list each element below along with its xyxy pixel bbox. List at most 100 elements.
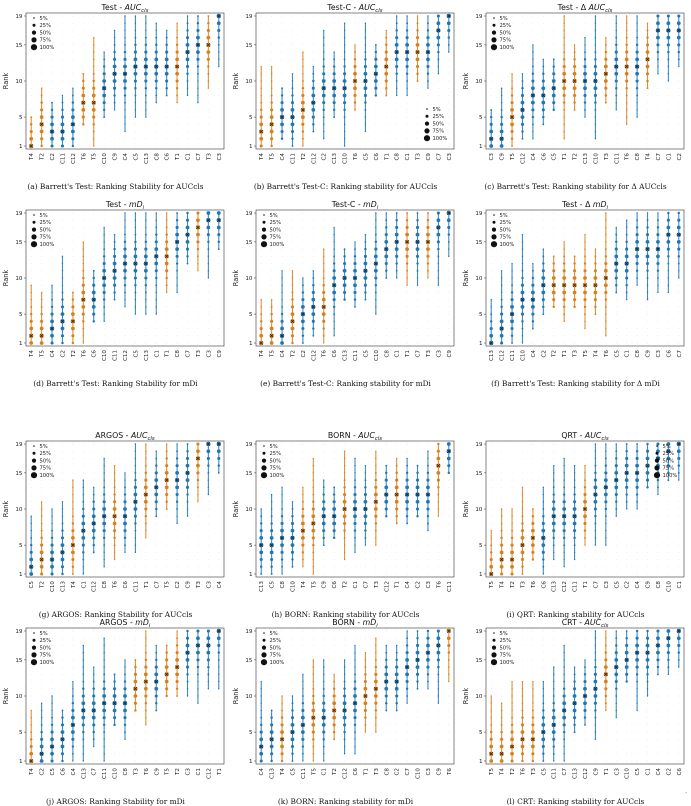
rank-frequency-dot — [176, 51, 179, 54]
rank-frequency-dot — [145, 131, 146, 132]
rank-frequency-dot — [73, 465, 74, 466]
rank-frequency-dot — [594, 479, 597, 482]
rank-frequency-dot — [218, 321, 219, 322]
rank-frequency-dot — [533, 501, 534, 502]
rank-frequency-dot — [355, 328, 356, 329]
rank-frequency-dot — [532, 558, 534, 560]
rank-frequency-dot — [428, 574, 429, 575]
rank-frequency-dot — [187, 501, 189, 503]
y-tick-label: 19 — [475, 211, 483, 217]
rank-frequency-dot — [302, 681, 303, 682]
x-tick-label: T5 — [489, 581, 495, 589]
rank-frequency-dot — [30, 537, 32, 539]
rank-frequency-dot — [344, 37, 345, 38]
rank-frequency-dot — [533, 146, 534, 147]
rank-frequency-dot — [438, 299, 439, 300]
rank-frequency-dot — [62, 30, 63, 31]
rank-frequency-dot — [31, 480, 32, 481]
rank-frequency-dot — [657, 212, 658, 213]
rank-frequency-dot — [501, 88, 502, 89]
rank-frequency-dot — [354, 652, 355, 653]
x-tick-label: C13 — [332, 153, 338, 164]
rank-frequency-dot — [585, 23, 586, 24]
rank-frequency-dot — [280, 320, 283, 323]
rank-frequency-dot — [93, 44, 94, 45]
rank-frequency-dot — [344, 659, 345, 660]
rank-frequency-dot — [490, 116, 492, 118]
rank-frequency-dot — [553, 255, 555, 257]
rank-frequency-dot — [218, 248, 220, 250]
rank-frequency-dot — [354, 486, 356, 488]
rank-frequency-dot — [625, 276, 628, 279]
rank-frequency-dot — [491, 667, 492, 668]
rank-frequency-dot — [616, 227, 617, 228]
rank-frequency-dot — [552, 72, 555, 75]
rank-frequency-dot — [646, 65, 650, 69]
legend-label: 5% — [270, 631, 278, 637]
rank-frequency-dot — [417, 688, 419, 690]
rank-frequency-dot — [658, 538, 659, 539]
rank-frequency-dot — [543, 242, 544, 243]
rank-frequency-dot — [198, 509, 199, 510]
rank-frequency-dot — [30, 745, 33, 748]
rank-frequency-dot — [196, 471, 199, 474]
rank-frequency-dot — [333, 321, 334, 322]
rank-frequency-dot — [448, 732, 449, 733]
rank-frequency-dot — [50, 144, 53, 147]
rank-frequency-dot — [176, 277, 177, 278]
rank-frequency-dot — [522, 451, 523, 452]
rank-frequency-dot — [218, 146, 219, 147]
y-tick-label: 1 — [19, 144, 23, 150]
rank-frequency-dot — [114, 673, 116, 675]
rank-frequency-dot — [542, 522, 545, 525]
rank-frequency-dot — [374, 79, 378, 83]
rank-frequency-dot — [500, 116, 502, 118]
rank-frequency-dot — [533, 473, 534, 474]
rank-frequency-dot — [177, 343, 178, 344]
rank-frequency-dot — [384, 254, 388, 258]
rank-frequency-dot — [207, 472, 209, 474]
rank-frequency-dot — [365, 234, 366, 235]
rank-frequency-dot — [135, 472, 137, 474]
rank-frequency-dot — [384, 485, 388, 489]
rank-frequency-dot — [270, 529, 273, 532]
rank-frequency-dot — [31, 444, 32, 445]
rank-frequency-dot — [145, 212, 146, 213]
legend-label: 75% — [500, 38, 512, 44]
rank-frequency-dot — [166, 292, 167, 293]
rank-frequency-dot — [635, 254, 639, 258]
rank-frequency-dot — [584, 248, 585, 249]
rank-frequency-dot — [62, 681, 63, 682]
rank-frequency-dot — [102, 94, 106, 98]
rank-frequency-dot — [208, 703, 209, 704]
rank-frequency-dot — [302, 277, 303, 278]
rank-frequency-dot — [386, 292, 387, 293]
x-tick-label: C11 — [60, 153, 66, 164]
rank-frequency-dot — [302, 73, 303, 74]
rank-frequency-dot — [165, 87, 167, 89]
rank-frequency-dot — [291, 327, 295, 331]
rank-frequency-dot — [574, 44, 575, 45]
rank-frequency-dot — [31, 674, 32, 675]
rank-frequency-dot — [677, 14, 680, 17]
rank-frequency-dot — [114, 559, 115, 560]
rank-frequency-dot — [322, 101, 325, 104]
rank-frequency-dot — [50, 116, 53, 119]
rank-frequency-dot — [334, 566, 335, 567]
rank-frequency-dot — [448, 487, 449, 488]
rank-frequency-dot — [375, 227, 376, 228]
rank-frequency-dot — [364, 276, 368, 280]
rank-frequency-dot — [512, 674, 513, 675]
rank-frequency-dot — [386, 335, 387, 336]
rank-frequency-dot — [447, 226, 450, 229]
y-tick-label: 5 — [479, 312, 483, 318]
rank-frequency-dot — [292, 285, 293, 286]
x-tick-label: C4 — [217, 581, 223, 589]
rank-frequency-dot — [522, 241, 523, 242]
rank-frequency-dot — [104, 451, 105, 452]
rank-frequency-dot — [563, 23, 564, 24]
rank-frequency-dot — [395, 233, 399, 237]
rank-frequency-dot — [334, 638, 335, 639]
rank-frequency-dot — [92, 116, 95, 119]
